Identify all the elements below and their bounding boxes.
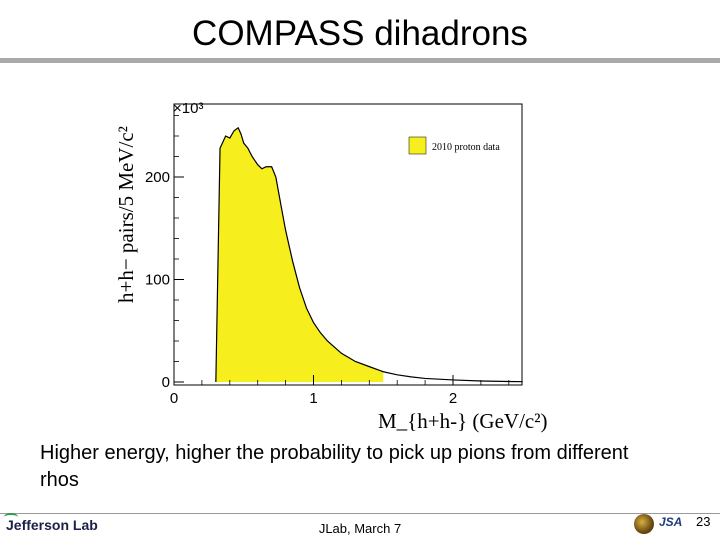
- footer-caption: JLab, March 7: [318, 521, 402, 536]
- doe-seal-icon: [634, 514, 654, 534]
- x-tick-label: 2: [449, 390, 457, 407]
- jsa-logo: JSA: [659, 515, 683, 529]
- slide-title: COMPASS dihadrons: [192, 14, 528, 53]
- footer-right-logos: JSA 23: [634, 512, 720, 538]
- x-axis-label: M_{h+h-} (GeV/c²): [378, 409, 548, 433]
- title-divider: [0, 58, 720, 63]
- page-number: 23: [696, 514, 711, 529]
- y-tick-label: 100: [145, 272, 170, 289]
- x-tick-label: 0: [170, 390, 178, 407]
- y-tick-label: 200: [145, 169, 170, 186]
- y-tick-label: 0: [162, 374, 170, 391]
- jefferson-lab-logo: Jefferson Lab: [4, 513, 98, 533]
- data-fill-area: [215, 127, 384, 382]
- legend: 2010 proton data: [408, 136, 500, 155]
- footer-divider: [0, 513, 720, 514]
- slide-body-text: Higher energy, higher the probability to…: [40, 442, 629, 491]
- y-axis-label: h+h− pairs/5 MeV/c²: [114, 126, 138, 303]
- logo-swoosh-icon: [4, 513, 18, 521]
- x-tick-label: 1: [309, 390, 317, 407]
- logo-text: Jefferson Lab: [6, 517, 98, 533]
- legend-swatch: [408, 136, 427, 155]
- y-multiplier: ×10³: [173, 100, 203, 117]
- legend-label: 2010 proton data: [432, 142, 500, 153]
- plot-frame: [173, 103, 523, 386]
- data-series-line: [215, 126, 523, 383]
- dihadron-mass-chart: 0 1 2 0 100 200 ×10³ 2010 proton data M_{h+h-…: [114, 100, 548, 433]
